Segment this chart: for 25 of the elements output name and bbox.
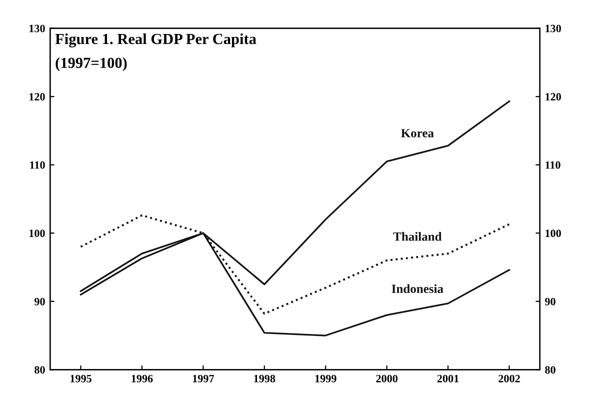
y-tick-label: 80 xyxy=(34,366,45,374)
x-tick-label: 1998 xyxy=(254,374,276,382)
y2-tick-label: 110 xyxy=(546,161,560,169)
series-label: Indonesia xyxy=(392,284,444,294)
x-tick-label: 1995 xyxy=(70,374,92,382)
series-label: Thailand xyxy=(393,232,442,241)
x-tick-label: 1996 xyxy=(132,374,153,382)
x-tick-label: 1999 xyxy=(315,374,336,382)
x-tick-label: 2000 xyxy=(376,374,398,382)
series-label: Korea xyxy=(401,129,434,138)
x-tick-label: 2001 xyxy=(437,374,459,382)
y2-tick-label: 80 xyxy=(545,366,556,374)
x-tick-label: 1997 xyxy=(192,374,214,382)
y2-tick-label: 130 xyxy=(546,24,561,32)
y-tick-label: 120 xyxy=(30,93,45,101)
y-tick-label: 110 xyxy=(30,161,45,169)
y-tick-label: 130 xyxy=(30,24,45,32)
text: (1997=100) xyxy=(56,57,127,72)
x-tick-label: 2002 xyxy=(498,374,520,382)
y2-tick-label: 100 xyxy=(546,230,561,238)
chart-title: Figure 1. Real GDP Per Capita xyxy=(55,33,256,48)
y-tick-label: 100 xyxy=(30,230,45,238)
y2-tick-label: 90 xyxy=(545,298,556,306)
y2-tick-label: 120 xyxy=(546,93,561,101)
y-tick-label: 90 xyxy=(34,298,45,306)
